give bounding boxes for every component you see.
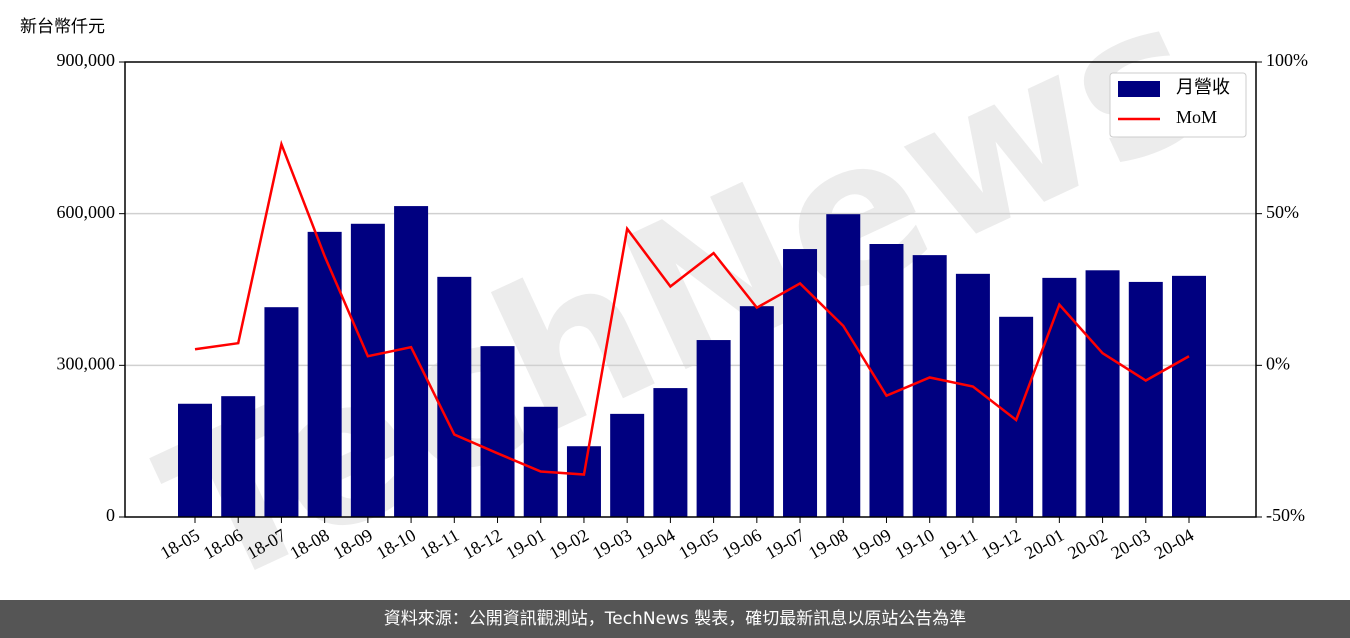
bar [912, 255, 947, 517]
bar [1172, 275, 1206, 517]
y-tick-label: 900,000 [57, 50, 116, 70]
x-tick-label: 18-12 [459, 525, 505, 563]
legend-label: 月營收 [1176, 77, 1230, 97]
bar [350, 223, 385, 517]
chart: TechNews 新台幣仟元 0300,000600,000900,000-50… [20, 0, 1308, 600]
x-tick-label: 19-05 [675, 525, 721, 563]
x-tick-label: 19-10 [891, 525, 937, 563]
x-tick-label: 19-01 [502, 525, 548, 563]
bar [566, 446, 601, 517]
legend-label: MoM [1176, 107, 1217, 127]
bar [739, 306, 774, 517]
bar [1042, 277, 1077, 517]
mom-line [194, 139, 1190, 476]
bar [178, 403, 212, 517]
bar [1128, 281, 1163, 517]
y2-tick-label: 50% [1266, 202, 1299, 222]
y2-tick-label: -50% [1266, 505, 1305, 525]
bar [869, 244, 904, 517]
y2-tick-label: 100% [1266, 50, 1308, 70]
y-axis-label: 新台幣仟元 [20, 17, 105, 37]
y-tick-label: 300,000 [57, 353, 116, 373]
x-tick-label: 20-01 [1021, 525, 1067, 563]
bar [696, 340, 731, 517]
x-tick-label: 19-08 [805, 525, 851, 563]
bar [826, 214, 861, 517]
bar [221, 396, 256, 517]
x-tick-label: 19-04 [632, 525, 678, 563]
bar [1085, 270, 1120, 517]
bar [653, 388, 688, 517]
plot-frame [124, 61, 1257, 518]
x-tick-label: 20-03 [1107, 525, 1153, 563]
bar [307, 231, 342, 517]
x-tick-label: 20-02 [1064, 525, 1110, 563]
y-tick-label: 0 [106, 505, 115, 525]
x-tick-label: 20-04 [1151, 525, 1197, 563]
bar [437, 276, 472, 517]
x-tick-label: 19-12 [978, 525, 1024, 563]
footer: 資料來源：公開資訊觀測站，TechNews 製表，確切最新訊息以原站公告為準 [0, 600, 1350, 638]
x-tick-label: 19-02 [546, 525, 592, 563]
x-tick-label: 19-03 [589, 525, 635, 563]
x-tick-label: 19-11 [935, 525, 981, 563]
bar [523, 406, 558, 517]
x-tick-label: 19-07 [762, 525, 808, 563]
y2-tick-label: 0% [1266, 353, 1290, 373]
bar [610, 413, 645, 517]
bar [394, 206, 429, 518]
x-tick-label: 19-09 [848, 525, 894, 563]
y-tick-label: 600,000 [57, 202, 116, 222]
x-tick-label: 19-06 [719, 525, 765, 563]
bar [480, 346, 515, 517]
legend-swatch [1118, 81, 1160, 97]
bar [264, 307, 299, 517]
